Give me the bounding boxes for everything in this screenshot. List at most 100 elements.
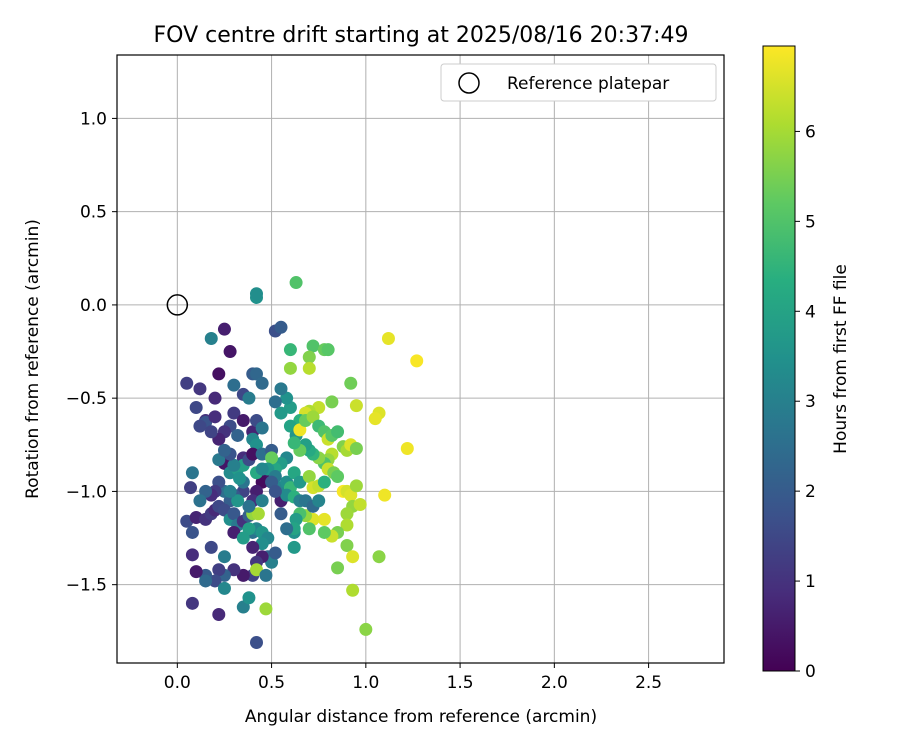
data-point — [212, 453, 226, 467]
data-point — [217, 443, 231, 457]
data-point — [236, 414, 250, 428]
y-tick-label: −1.5 — [66, 576, 107, 596]
data-point — [306, 339, 320, 353]
data-point — [287, 540, 301, 554]
data-point — [217, 581, 231, 595]
data-point — [317, 525, 331, 539]
data-point — [249, 287, 263, 301]
y-tick-label: −1.0 — [66, 482, 107, 502]
data-point — [185, 548, 199, 562]
data-point — [223, 345, 237, 359]
data-point — [199, 574, 213, 588]
colorbar-tick-label: 5 — [805, 212, 816, 232]
data-point — [349, 399, 363, 413]
data-point — [346, 550, 360, 564]
data-point — [344, 488, 358, 502]
y-tick-label: 0.0 — [80, 296, 107, 316]
data-point — [255, 462, 269, 476]
data-point — [312, 494, 326, 508]
data-point — [236, 568, 250, 582]
data-point — [255, 494, 269, 508]
colorbar-ticks: 0 1 2 3 4 5 6 — [795, 122, 816, 682]
data-point — [246, 540, 260, 554]
data-point — [251, 507, 265, 521]
data-point — [340, 518, 354, 532]
data-point — [265, 451, 279, 465]
legend-box — [440, 63, 717, 102]
data-point — [274, 320, 288, 334]
data-point — [204, 331, 218, 345]
x-tick-label: 1.5 — [447, 673, 474, 693]
data-point — [233, 471, 247, 485]
data-point — [189, 400, 203, 414]
data-point — [368, 412, 382, 426]
reference-platepar-marker — [166, 294, 189, 316]
y-tick-label: −0.5 — [66, 389, 107, 409]
x-tick-label: 2.0 — [541, 673, 568, 693]
data-point — [287, 466, 301, 480]
data-point — [274, 382, 288, 396]
data-point — [259, 602, 273, 616]
data-point — [184, 481, 198, 495]
data-point — [372, 550, 386, 564]
data-point — [283, 343, 297, 357]
data-point — [242, 591, 256, 605]
colorbar-tick-label: 6 — [805, 122, 816, 142]
data-point — [268, 395, 282, 409]
data-point — [340, 539, 354, 553]
data-point — [199, 484, 213, 498]
colorbar-tick-label: 1 — [805, 572, 816, 592]
data-point — [317, 512, 331, 526]
data-point — [208, 391, 222, 405]
x-tick-label: 0.0 — [164, 673, 191, 693]
x-tick-label: 1.0 — [352, 673, 379, 693]
data-point — [217, 322, 231, 336]
data-point — [227, 525, 241, 539]
data-point — [331, 425, 345, 439]
data-point — [227, 406, 241, 420]
y-tick-label: 0.5 — [80, 203, 107, 223]
data-point — [353, 497, 367, 511]
data-point — [193, 382, 207, 396]
data-point — [321, 343, 335, 357]
data-point — [242, 499, 256, 513]
y-axis-ticks: 1.0 0.5 0.0 −0.5 −1.0 −1.5 — [66, 109, 117, 596]
data-point — [331, 561, 345, 575]
data-point — [340, 507, 354, 521]
data-point — [317, 475, 331, 489]
reference-marker-group — [166, 294, 189, 316]
data-point — [189, 565, 203, 579]
data-point — [289, 276, 303, 290]
data-point — [302, 361, 316, 375]
data-point — [293, 423, 307, 437]
data-point — [242, 391, 256, 405]
data-point — [217, 550, 231, 564]
data-point — [306, 410, 320, 424]
data-point — [212, 367, 226, 381]
data-point — [249, 563, 263, 577]
data-point — [231, 428, 245, 442]
legend-entry-label: Reference platepar — [507, 74, 669, 94]
data-point — [255, 475, 269, 489]
data-point — [400, 442, 414, 456]
data-point — [410, 354, 424, 368]
data-point — [268, 484, 282, 498]
data-point — [325, 395, 339, 409]
colorbar-label: Hours from first FF file — [831, 264, 851, 454]
data-point — [302, 522, 316, 536]
x-axis-ticks: 0.0 0.5 1.0 1.5 2.0 2.5 — [164, 663, 662, 693]
data-point — [193, 419, 207, 433]
data-point — [227, 563, 241, 577]
y-axis-label: Rotation from reference (arcmin) — [23, 219, 43, 499]
data-point — [378, 488, 392, 502]
data-point — [208, 574, 222, 588]
data-point — [236, 531, 250, 545]
colorbar-tick-label: 0 — [805, 662, 816, 682]
data-point — [204, 425, 218, 439]
data-point — [249, 635, 263, 649]
data-point — [274, 406, 288, 420]
data-point — [381, 331, 395, 345]
data-point — [227, 458, 241, 472]
plot-frame — [116, 54, 725, 664]
